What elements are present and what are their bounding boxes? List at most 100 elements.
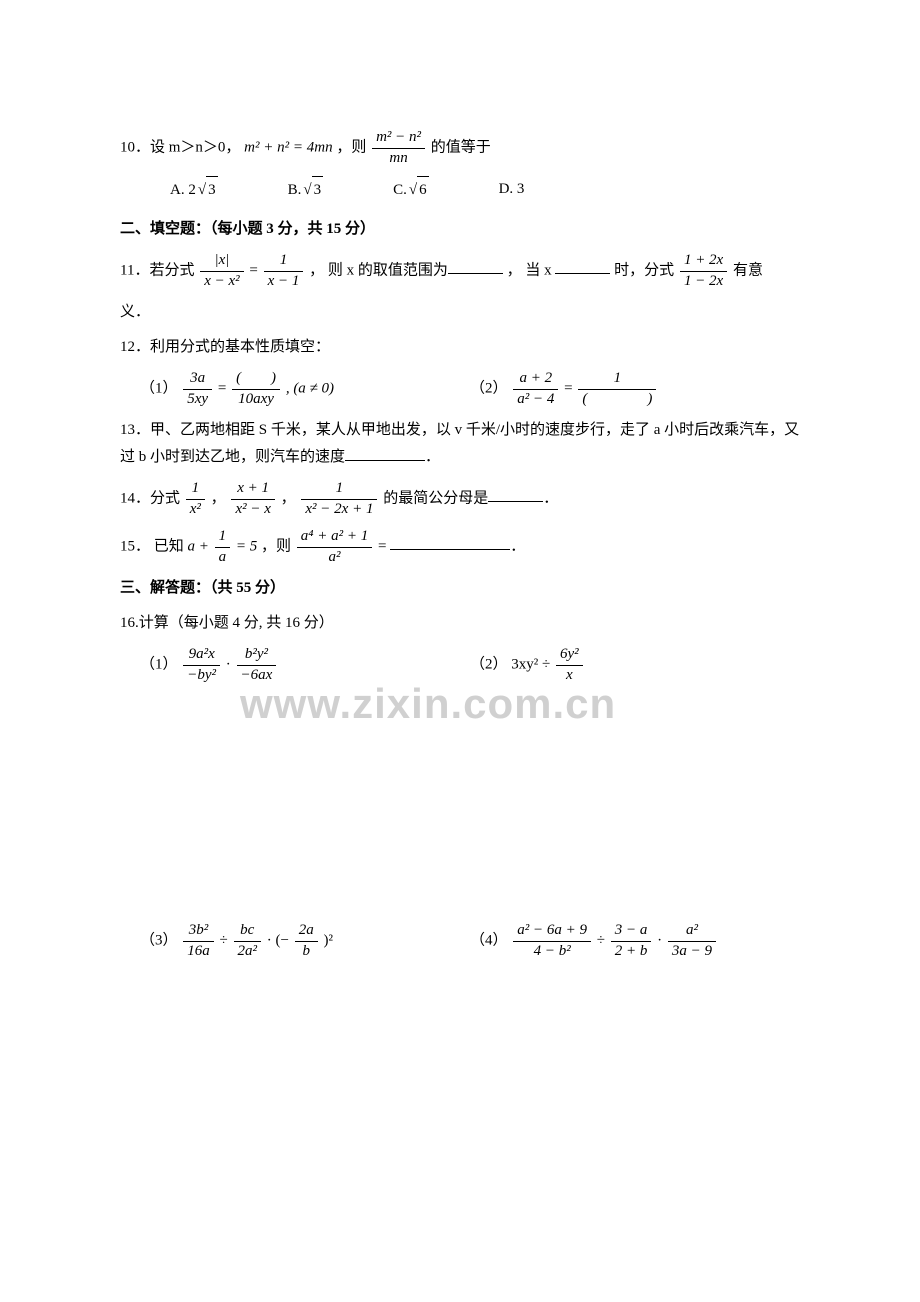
q16-p1-f1d: −by² [183,666,220,686]
blank [448,258,503,274]
q11-c: ， 当 x [507,262,556,278]
blank [488,486,543,502]
question-15: 15． 已知 a + 1 a = 5 ，则 a⁴ + a² + 1 a² = ． [120,527,800,567]
question-10: 10．设 m＞n＞0， m² + n² = 4mn ，则 m² − n² mn … [120,128,800,168]
q16-row2: （3） 3b² 16a ÷ bc 2a² · (− 2a b )² （4） a²… [120,921,800,961]
q16-p4-f1: a² − 6a + 9 4 − b² [513,921,591,961]
section-2-header: 二、填空题：（每小题 3 分，共 15 分） [120,216,800,243]
q12-p1-rden: 10axy [232,390,280,410]
q16-p3-f2: bc 2a² [234,921,262,961]
q12-p1-lnum: 3a [183,369,212,390]
q16-part3: （3） 3b² 16a ÷ bc 2a² · (− 2a b )² [140,921,470,961]
q12-p1-rnum: ( ) [232,369,280,390]
q15-lhs-fnum: 1 [215,527,231,548]
q14-f3n: 1 [301,479,377,500]
q15-lhs-a: a + [188,538,213,554]
q15-lhs-fden: a [215,548,231,568]
q12-p1-lden: 5xy [183,390,212,410]
q12-p2-lnum: a + 2 [513,369,558,390]
q12-p2a: （2） [470,380,508,396]
q10-stem-b: ，则 [336,139,366,155]
q13-a: 13．甲、乙两地相距 S 千米，某人从甲地出发，以 v 千米/小时的速度步行，走… [120,422,799,465]
q10-optC-label: C. [393,182,407,198]
q16-p3-dot: · (− [267,932,289,948]
q16-p4a: （4） [470,932,508,948]
q11-line2: 义． [120,299,800,326]
q10-optA: A. 2√3 [170,176,218,204]
q10-options: A. 2√3 B.√3 C.√6 D. 3 [170,176,800,204]
q16-p3-f1: 3b² 16a [183,921,214,961]
q16-p1-f1: 9a²x −by² [183,645,220,685]
q10-frac-den: mn [372,149,425,169]
q14-a: 14．分式 [120,490,180,506]
q14-frac2: x + 1 x² − x [231,479,274,519]
q14-f3d: x² − 2x + 1 [301,500,377,520]
q11-d: 时，分式 [614,262,674,278]
q16-part2: （2） 3xy² ÷ 6y² x [470,645,800,685]
q16-p4-f1n: a² − 6a + 9 [513,921,591,942]
q12-p1-mid: = [218,380,230,396]
q14-frac1: 1 x² [186,479,205,519]
q14-c: ． [543,490,558,506]
q11-frac3: 1 + 2x 1 − 2x [680,251,727,291]
q16-p1-f2n: b²y² [237,645,277,666]
document-page: 10．设 m＞n＞0， m² + n² = 4mn ，则 m² − n² mn … [0,0,920,1029]
q16-p2a: （2） 3xy² ÷ [470,656,554,672]
q15-mid: ，则 [261,538,291,554]
q16-p4-f3d: 3a − 9 [668,942,716,962]
q10-optB-label: B. [288,182,302,198]
q15-c: ． [510,538,525,554]
q11-f2n: 1 [264,251,304,272]
q10-stem-c: 的值等于 [431,139,491,155]
q10-optB-rad: 3 [312,176,324,204]
q14-sep2: ， [281,490,296,506]
q12-part2: （2） a + 2 a² − 4 = 1 ( ) [470,369,800,409]
q12-p1a: （1） [140,380,178,396]
q14-f2n: x + 1 [231,479,274,500]
q12-p2-mid: = [564,380,576,396]
q16-p2-f: 6y² x [556,645,583,685]
q16-p2-fn: 6y² [556,645,583,666]
q10-stem-a: 10．设 m＞n＞0， [120,139,240,155]
q16-p3-f2d: 2a² [234,942,262,962]
q15-lhs-b: = 5 [236,538,257,554]
q10-optB: B.√3 [288,176,324,204]
q11-f3n: 1 + 2x [680,251,727,272]
q15-rhs-num: a⁴ + a² + 1 [297,527,372,548]
q10-optA-rad: 3 [206,176,218,204]
q12-p2-lden: a² − 4 [513,390,558,410]
q10-frac: m² − n² mn [372,128,425,168]
q12-p2-rfrac: 1 ( ) [578,369,656,409]
q16-p4-dot: · [657,932,666,948]
workspace-gap [120,693,800,913]
q12-part1: （1） 3a 5xy = ( ) 10axy , (a ≠ 0) [140,369,470,409]
q16-row1: （1） 9a²x −by² · b²y² −6ax （2） 3xy² ÷ 6y²… [120,645,800,685]
q16-p1-f1n: 9a²x [183,645,220,666]
q16-p4-f1d: 4 − b² [513,942,591,962]
q16-p3-f3n: 2a [295,921,318,942]
q16-p3-f2n: bc [234,921,262,942]
sqrt-icon: √3 [196,176,218,204]
q11-frac1: |x| x − x² [200,251,243,291]
question-13: 13．甲、乙两地相距 S 千米，某人从甲地出发，以 v 千米/小时的速度步行，走… [120,417,800,471]
q15-rhs-frac: a⁴ + a² + 1 a² [297,527,372,567]
q13-b: ． [425,449,440,465]
q16-p3-f1n: 3b² [183,921,214,942]
blank [390,534,510,550]
q15-b: = [378,538,390,554]
q10-optA-label: A. 2 [170,182,196,198]
q16-p3a: （3） [140,932,178,948]
q10-optC: C.√6 [393,176,429,204]
q14-f2d: x² − x [231,500,274,520]
q16-p4-f2: 3 − a 2 + b [611,921,652,961]
q16-part4: （4） a² − 6a + 9 4 − b² ÷ 3 − a 2 + b · a… [470,921,800,961]
blank [555,258,610,274]
sqrt-icon: √3 [301,176,323,204]
q16-p3-f3d: b [295,942,318,962]
section-3-header: 三、解答题：（共 55 分） [120,575,800,602]
blank [345,445,425,461]
q16-part1: （1） 9a²x −by² · b²y² −6ax [140,645,470,685]
q14-b: 的最简公分母是 [383,490,488,506]
q16-p3-f3: 2a b [295,921,318,961]
q16-p1a: （1） [140,656,178,672]
